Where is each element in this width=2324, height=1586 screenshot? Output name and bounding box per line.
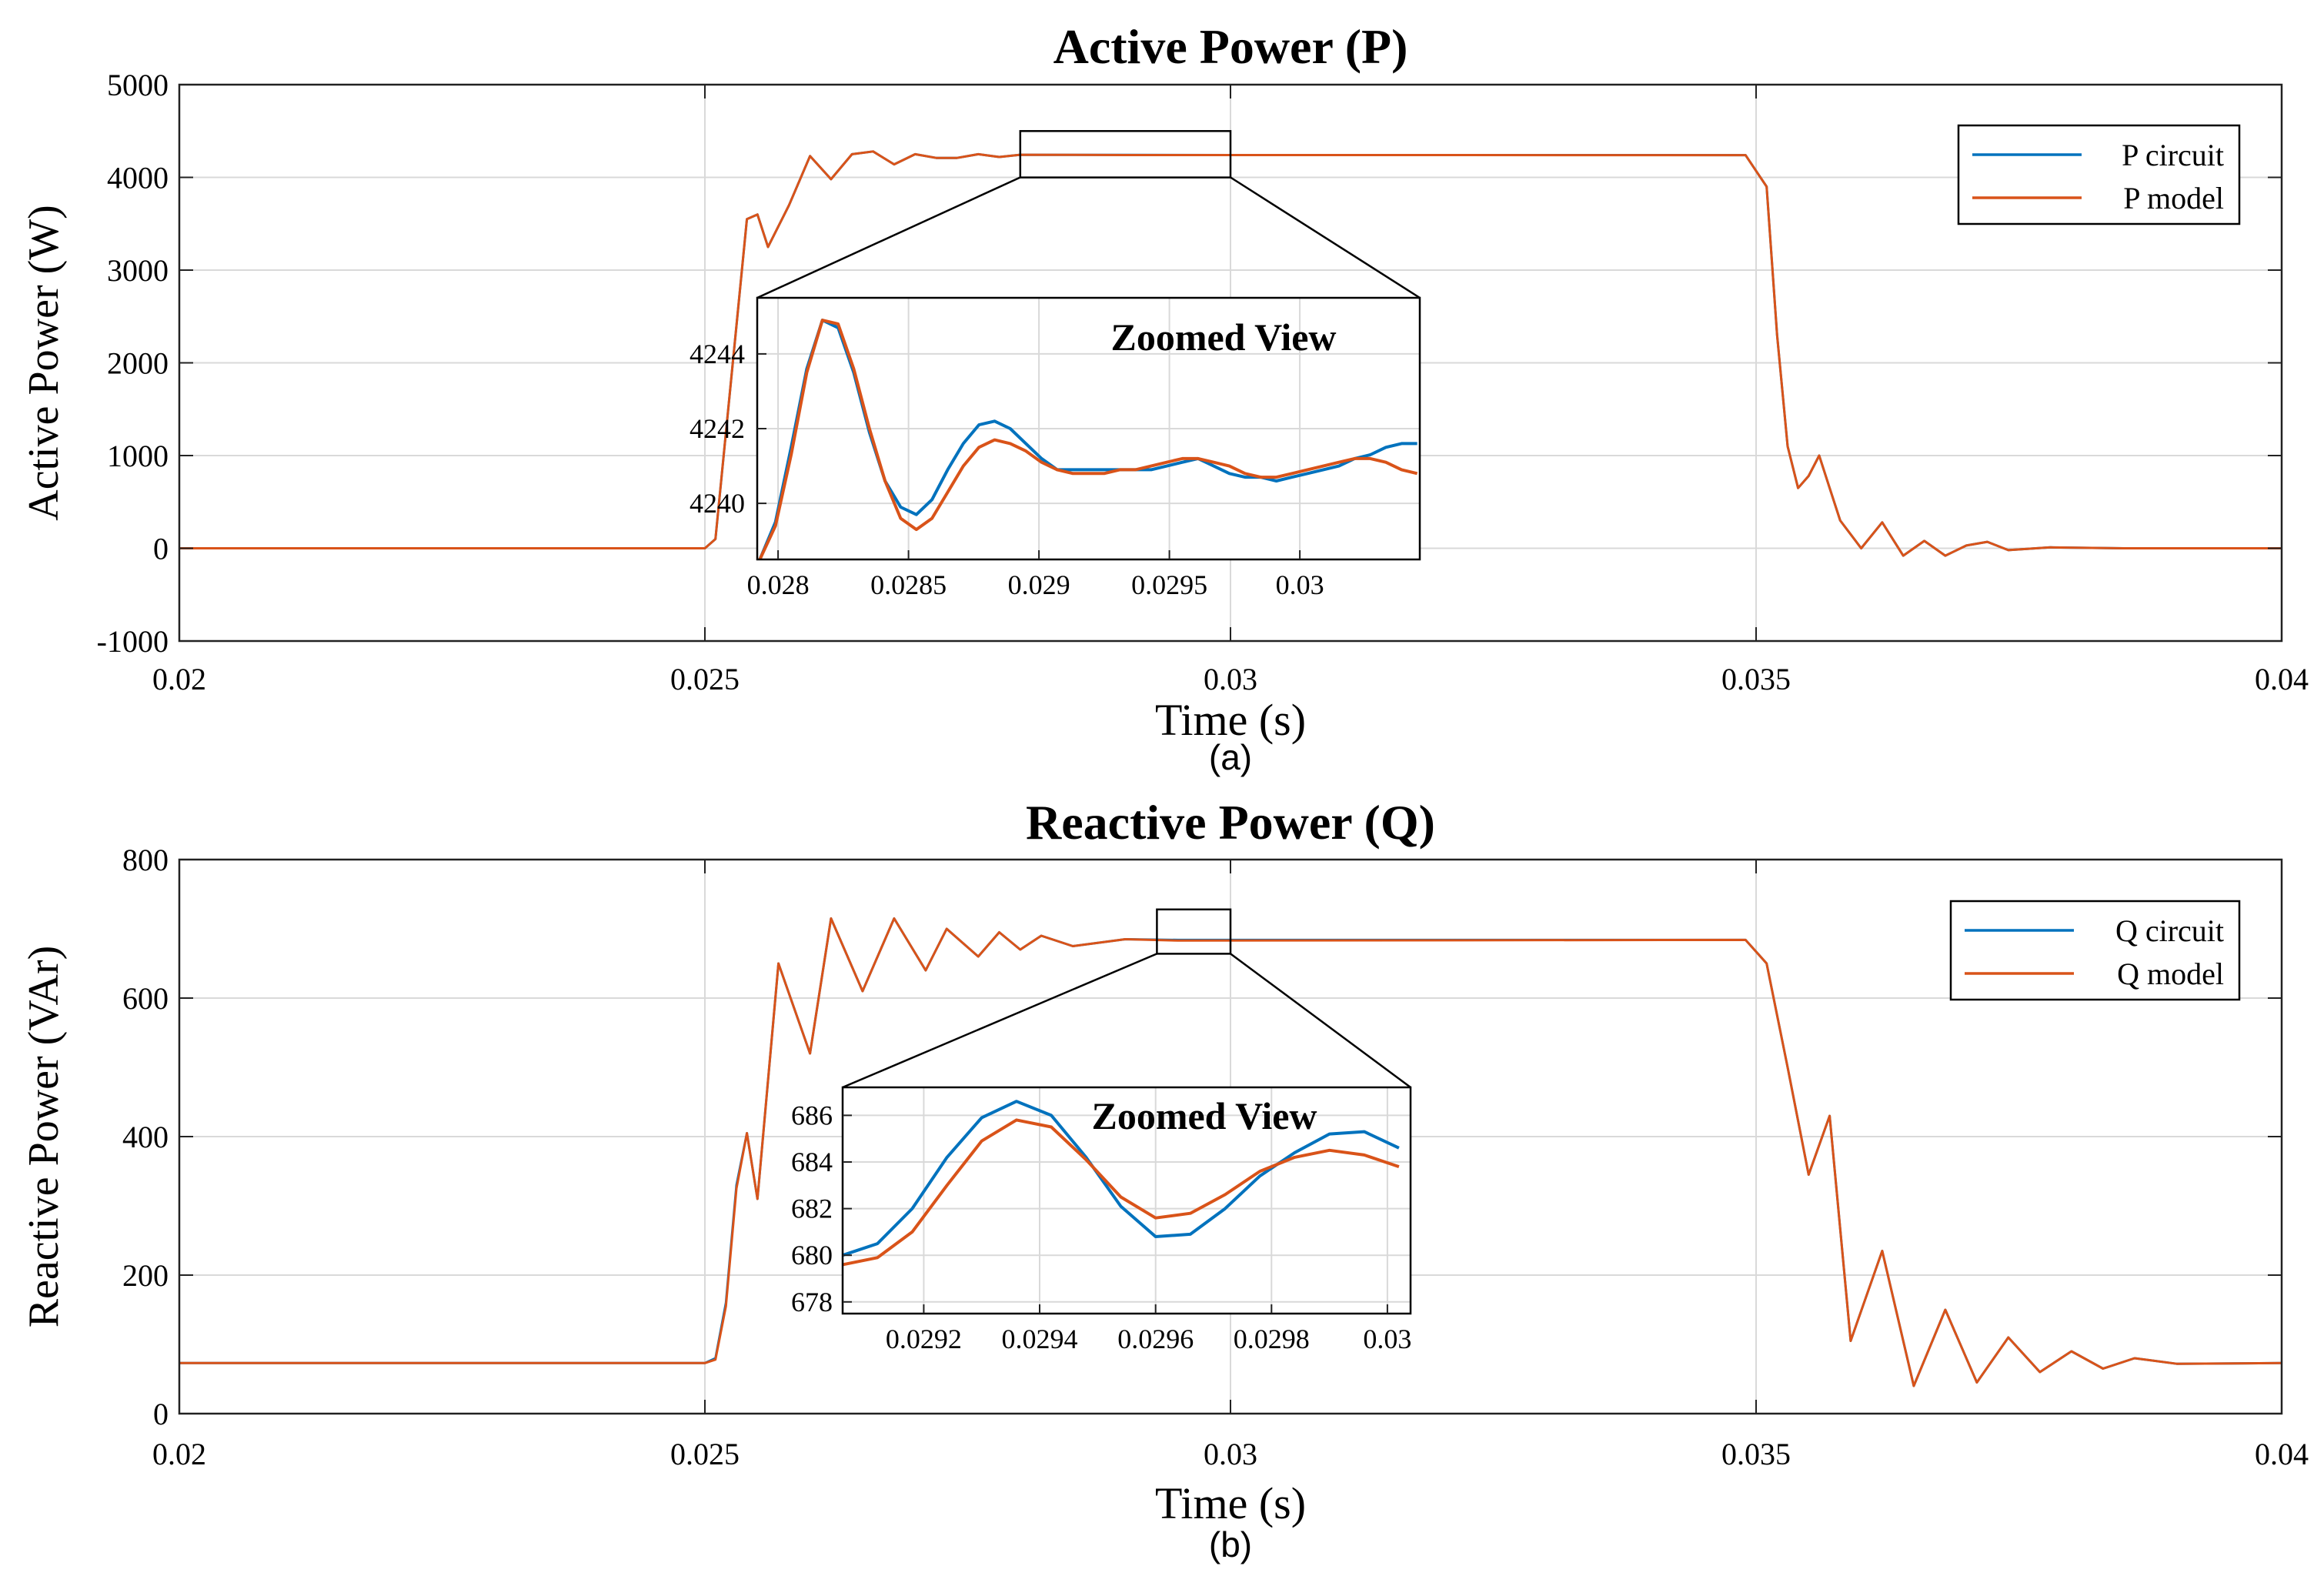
y-tick-label: 3000 <box>107 253 169 288</box>
legend-label: Q circuit <box>2115 913 2224 948</box>
inset-y-tick-label: 4244 <box>690 339 745 369</box>
zoom-connector-line <box>1230 176 1421 299</box>
inset-x-tick-label: 0.03 <box>1363 1324 1411 1354</box>
inset-x-tick-label: 0.0296 <box>1117 1324 1194 1354</box>
inset-axes-box <box>841 1086 1412 1315</box>
y-tick-label: 0 <box>153 532 169 566</box>
inset-series-line-circuit <box>842 1100 1400 1257</box>
y-tick-label: 2000 <box>107 346 169 381</box>
legend-box <box>1949 900 2241 1001</box>
x-axis-label: Time (s) <box>1155 695 1306 745</box>
zoom-connector-line <box>756 176 1021 299</box>
x-tick-label: 0.025 <box>670 1437 740 1471</box>
figure-caption: (a) <box>1209 737 1252 777</box>
zoom-connector-line <box>842 953 1157 1089</box>
legend-box <box>1957 124 2241 225</box>
x-tick-label: 0.035 <box>1721 662 1791 696</box>
inset-x-tick-label: 0.0298 <box>1234 1324 1310 1354</box>
inset-y-tick-label: 684 <box>791 1147 833 1177</box>
inset-series-line-model <box>758 319 1418 560</box>
x-tick-label: 0.03 <box>1204 662 1257 696</box>
x-tick-label: 0.035 <box>1721 1437 1791 1471</box>
y-tick-label: 5000 <box>107 68 169 102</box>
y-tick-label: -1000 <box>97 624 169 659</box>
zoom-connector-line <box>1230 953 1411 1089</box>
x-tick-label: 0.025 <box>670 662 740 696</box>
inset-title: Zoomed View <box>1110 316 1336 359</box>
inset-x-tick-label: 0.029 <box>1008 569 1070 600</box>
y-tick-label: 800 <box>122 843 169 877</box>
y-tick-label: 400 <box>122 1120 169 1154</box>
inset-y-tick-label: 686 <box>791 1100 833 1130</box>
zoom-region-box <box>1156 908 1232 955</box>
legend-label: P model <box>2123 181 2224 215</box>
y-tick-label: 200 <box>122 1258 169 1293</box>
series-line-model <box>179 150 2282 557</box>
y-tick-label: 1000 <box>107 439 169 473</box>
series-line-model <box>179 917 2282 1387</box>
chart-title: Reactive Power (Q) <box>1026 795 1435 850</box>
chart-title: Active Power (P) <box>1053 19 1408 74</box>
figure-caption: (b) <box>1209 1524 1252 1564</box>
legend-label: P circuit <box>2122 138 2224 172</box>
y-axis-label: Reactive Power (VAr) <box>20 946 68 1328</box>
x-tick-label: 0.04 <box>2255 662 2309 696</box>
y-tick-label: 0 <box>153 1397 169 1431</box>
inset-y-tick-label: 4240 <box>690 488 745 519</box>
x-tick-label: 0.04 <box>2255 1437 2309 1471</box>
x-tick-label: 0.02 <box>152 1437 206 1471</box>
inset-y-tick-label: 4242 <box>690 413 745 444</box>
y-tick-label: 4000 <box>107 161 169 195</box>
inset-y-tick-label: 680 <box>791 1240 833 1270</box>
inset-x-tick-label: 0.028 <box>747 569 810 600</box>
inset-x-tick-label: 0.0294 <box>1002 1324 1078 1354</box>
x-tick-label: 0.02 <box>152 662 206 696</box>
inset-x-tick-label: 0.0295 <box>1131 569 1207 600</box>
x-axis-label: Time (s) <box>1155 1478 1306 1528</box>
legend-label: Q model <box>2117 957 2224 991</box>
inset-y-tick-label: 682 <box>791 1194 833 1224</box>
inset-x-tick-label: 0.0285 <box>870 569 947 600</box>
zoom-region-box <box>1019 130 1232 179</box>
inset-title: Zoomed View <box>1091 1094 1317 1137</box>
x-tick-label: 0.03 <box>1204 1437 1257 1471</box>
inset-x-tick-label: 0.0292 <box>886 1324 962 1354</box>
y-axis-label: Active Power (W) <box>20 205 68 521</box>
inset-y-tick-label: 678 <box>791 1287 833 1317</box>
inset-series-line-model <box>842 1118 1400 1267</box>
inset-x-tick-label: 0.03 <box>1276 569 1324 600</box>
y-tick-label: 600 <box>122 981 169 1016</box>
